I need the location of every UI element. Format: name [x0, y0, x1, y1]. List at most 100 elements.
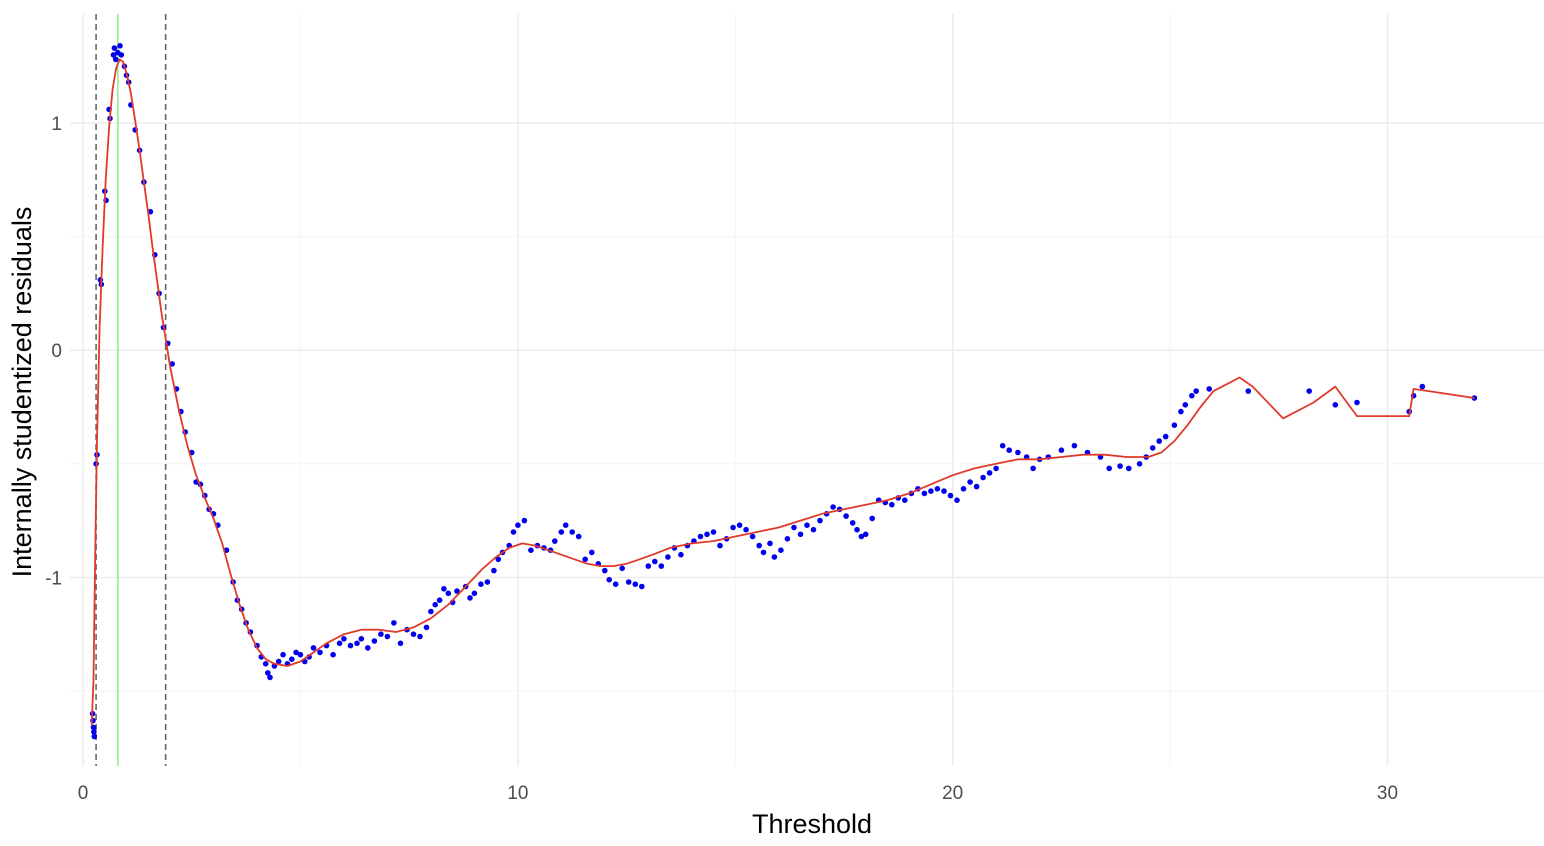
residual-point — [1245, 388, 1252, 394]
residual-point — [804, 522, 810, 528]
residual-point — [354, 640, 360, 647]
residual-point — [980, 474, 986, 481]
residual-point — [639, 583, 645, 590]
residual-point — [1332, 402, 1339, 408]
residual-point — [317, 649, 323, 656]
residual-point — [934, 486, 941, 492]
residual-point — [817, 517, 823, 524]
residual-point — [293, 649, 299, 656]
residual-point — [869, 515, 875, 522]
residual-point — [117, 43, 123, 49]
residual-point — [423, 624, 430, 631]
residual-point — [889, 501, 895, 508]
residual-point — [954, 497, 960, 504]
residual-point — [432, 601, 439, 608]
reference-lines — [95, 14, 167, 766]
residual-point — [562, 522, 569, 528]
residual-point — [1006, 447, 1012, 454]
residual-point — [111, 45, 118, 51]
residual-point — [330, 651, 336, 658]
x-axis-title: Threshold — [752, 809, 872, 839]
residual-point — [1206, 386, 1212, 392]
residual-point — [941, 488, 947, 494]
residual-point — [760, 549, 767, 556]
residual-point — [717, 542, 723, 549]
residual-point — [697, 533, 704, 540]
residual-point — [491, 567, 497, 574]
residual-point — [552, 538, 558, 544]
residual-point — [960, 486, 967, 492]
residual-point — [265, 670, 271, 676]
residual-point — [767, 540, 773, 547]
residual-point — [1058, 447, 1065, 454]
residual-point — [778, 547, 784, 553]
residual-point — [358, 636, 365, 642]
residual-point — [791, 524, 797, 531]
x-tick-label: 20 — [942, 783, 963, 804]
residual-point — [410, 631, 417, 637]
residual-point — [1030, 465, 1036, 472]
residual-point — [928, 488, 934, 494]
residual-point — [289, 656, 295, 662]
residual-point — [665, 554, 671, 560]
residual-point — [569, 529, 575, 535]
residual-point — [810, 526, 817, 533]
residual-point — [1171, 422, 1178, 429]
residual-point — [858, 533, 865, 540]
residual-point — [947, 492, 954, 499]
residual-point — [1015, 449, 1021, 456]
residual-point — [797, 531, 804, 538]
residual-point — [336, 640, 343, 647]
residual-point — [275, 658, 282, 665]
residual-point — [297, 651, 304, 658]
residual-point — [91, 729, 97, 735]
residual-point — [575, 533, 582, 540]
x-tick-label: 0 — [78, 783, 89, 804]
residual-point — [454, 588, 460, 594]
grid — [70, 14, 1544, 766]
residual-point — [341, 636, 347, 642]
residual-point — [478, 581, 484, 587]
residual-point — [606, 576, 612, 583]
residual-point — [112, 56, 119, 63]
residual-point — [632, 581, 639, 587]
residual-point — [710, 529, 717, 535]
residual-point — [441, 586, 447, 592]
smooth-fit — [90, 58, 1475, 726]
residual-point — [495, 556, 502, 563]
residual-point — [528, 547, 534, 553]
residual-point — [467, 595, 473, 601]
residual-point — [862, 531, 869, 538]
residual-point — [510, 529, 517, 535]
residual-point — [625, 579, 632, 585]
residual-point — [986, 470, 993, 476]
residual-point — [1178, 408, 1184, 415]
residual-point — [1189, 392, 1195, 399]
residual-points — [89, 43, 1478, 740]
residual-point — [378, 631, 384, 637]
residual-point — [1193, 388, 1199, 394]
residual-point — [365, 645, 371, 651]
residual-point — [397, 640, 404, 647]
residual-point — [849, 520, 856, 526]
residual-point — [784, 536, 791, 542]
residual-point — [384, 633, 391, 640]
residual-point — [391, 620, 397, 626]
residual-point — [730, 524, 736, 531]
y-tick-label: 0 — [51, 341, 62, 362]
residual-point — [169, 361, 175, 367]
residual-point — [262, 661, 269, 667]
residual-point — [658, 563, 665, 569]
residual-point — [1149, 445, 1156, 451]
residual-point — [91, 733, 98, 740]
residual-point — [921, 490, 928, 497]
residual-point — [830, 504, 836, 510]
residual-point — [118, 52, 125, 58]
residual-point — [1354, 399, 1360, 406]
residual-point — [90, 724, 97, 731]
residual-point — [652, 558, 658, 565]
axis-ticks: 0 10 20 30 -1 0 1 — [45, 114, 1398, 804]
residual-point — [749, 533, 756, 540]
residual-point — [704, 531, 710, 538]
residual-point — [743, 526, 749, 533]
